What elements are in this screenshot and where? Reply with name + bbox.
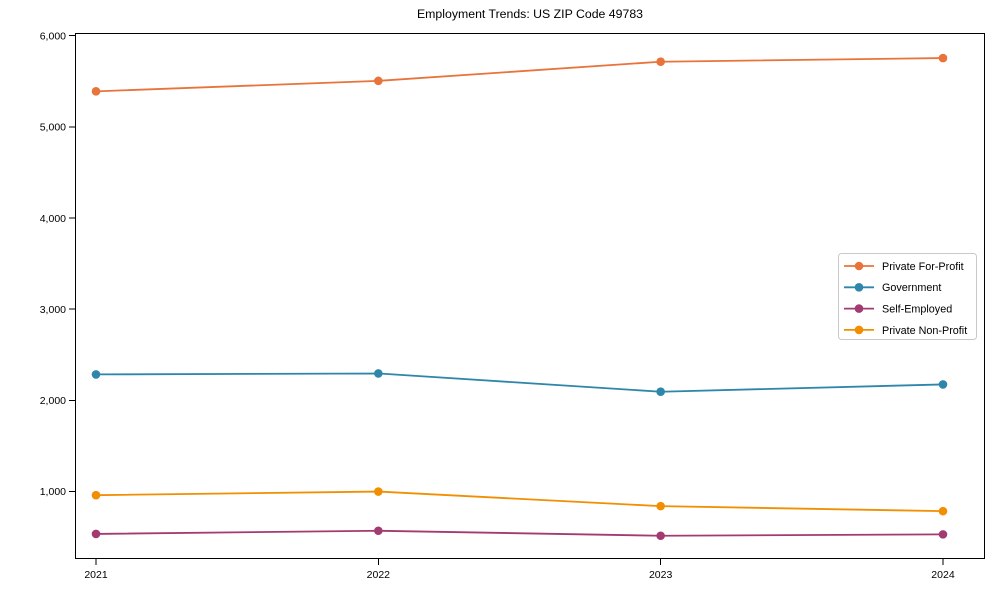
legend-label-self-employed: Self-Employed	[882, 304, 952, 316]
chart-title: Employment Trends: US ZIP Code 49783	[416, 7, 643, 21]
y-tick-label: 2,000	[40, 395, 66, 407]
series-line-private-non-profit	[95, 490, 944, 513]
series-line-self-employed	[95, 529, 944, 537]
legend-marker-private-for-profit	[854, 261, 864, 271]
legend-label-private-for-profit: Private For-Profit	[882, 261, 964, 273]
data-point-self-employed-2022	[374, 526, 383, 536]
x-tick-label: 2023	[649, 569, 673, 581]
series-line-government	[95, 372, 944, 393]
data-point-self-employed-2023	[656, 531, 665, 541]
data-point-private-for-profit-2023	[656, 57, 665, 67]
y-tick-label: 5,000	[40, 122, 66, 134]
series-line-private-for-profit	[95, 57, 944, 93]
x-tick-label: 2022	[367, 569, 391, 581]
data-point-private-non-profit-2024	[938, 506, 948, 516]
data-point-private-non-profit-2023	[656, 501, 665, 511]
legend-label-private-non-profit: Private Non-Profit	[882, 325, 967, 337]
x-tick-label: 2024	[931, 569, 955, 581]
data-point-self-employed-2024	[938, 530, 948, 539]
legend-label-government: Government	[882, 282, 941, 294]
data-point-government-2024	[938, 380, 948, 389]
y-tick-label: 1,000	[40, 486, 66, 498]
data-point-private-for-profit-2021	[91, 87, 101, 96]
data-point-private-non-profit-2021	[91, 490, 101, 500]
y-tick-label: 6,000	[40, 30, 66, 42]
data-point-private-for-profit-2022	[374, 76, 383, 86]
x-tick-label: 2021	[84, 569, 108, 581]
data-point-government-2022	[374, 369, 383, 378]
y-tick-label: 4,000	[40, 213, 66, 225]
data-point-private-for-profit-2024	[938, 53, 948, 63]
data-point-self-employed-2021	[91, 529, 101, 539]
data-point-private-non-profit-2022	[374, 487, 383, 496]
data-point-government-2023	[656, 387, 665, 397]
legend-marker-private-non-profit	[854, 325, 864, 335]
plot-border	[75, 33, 985, 559]
legend-marker-self-employed	[854, 304, 864, 313]
y-tick-label: 3,000	[40, 304, 66, 316]
data-point-government-2021	[91, 370, 101, 379]
legend-box	[838, 253, 977, 340]
legend-marker-government	[854, 283, 864, 292]
